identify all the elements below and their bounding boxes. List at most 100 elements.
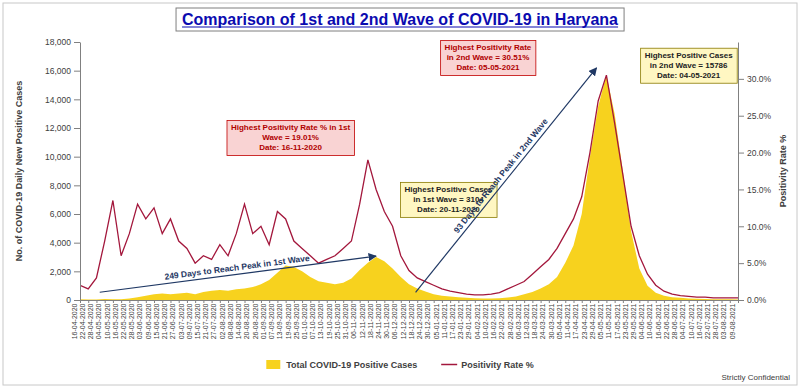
y-tick-label: 4,000 [50,238,72,248]
x-tick-label: 01-10-2020 [301,303,308,339]
y-tick-mark [74,157,80,158]
x-tick-mark [360,300,361,303]
x-tick-label: 19-10-2020 [326,303,333,339]
x-tick-mark [541,300,542,303]
legend-label: Positivity Rate % [461,360,534,370]
annotation-text: Wave = 19.01% [262,133,319,142]
y-tick: 10,000 [45,152,80,162]
x-tick-label: 17-04-2021 [572,303,579,339]
title-box [176,8,624,31]
y2-tick-mark [738,116,744,117]
x-tick-mark [434,300,435,303]
x-tick-label: 16-07-2021 [696,303,703,339]
x-tick-mark [450,300,451,303]
y-tick: 6,000 [50,209,80,219]
annotation-text: 93 Days to Reach Peak in 2nd Wave [451,116,549,235]
x-tick-label: 24-11-2020 [375,303,382,338]
legend-item: Total COVID-19 Positive Cases [266,360,417,370]
y-tick-label: 8,000 [50,181,72,191]
x-tick-mark [549,300,550,303]
x-tick-mark [582,300,583,303]
y-tick-mark [74,42,80,43]
x-tick-mark [532,300,533,303]
x-tick-label: 12-12-2020 [400,303,407,339]
x-tick-mark [557,300,558,303]
x-tick-mark [738,300,739,303]
x-tick-label: 13-09-2020 [276,303,283,339]
y2-tick-label: 0.0% [747,295,767,305]
y2-tick-label: 10.0% [747,222,772,232]
x-tick-label: 09-06-2020 [145,303,152,339]
y-tick-mark [74,99,80,100]
y-axis-line [80,43,81,301]
x-tick-label: 04-02-2021 [474,303,481,339]
legend-swatch [441,364,457,366]
x-tick-label: 29-04-2021 [589,303,596,339]
y2-tick-mark [738,79,744,80]
y-tick-label: 18,000 [45,37,71,47]
x-tick-mark [409,300,410,303]
x-tick-label: 30-11-2020 [383,303,390,338]
x-tick-label: 04-07-2021 [679,303,686,339]
chart-title: Comparison of 1st and 2nd Wave of COVID-… [182,11,618,28]
annotation-text: in 2nd Wave = 30.51% [447,53,530,62]
y-tick-mark [74,185,80,186]
x-tick-label: 17-01-2021 [449,303,456,339]
x-tick-label: 08-08-2020 [227,303,234,339]
x-tick-label: 29-01-2021 [465,303,472,339]
x-tick-mark [705,300,706,303]
annotation-box [227,120,354,155]
x-tick-mark [113,300,114,303]
annotation: Highest Positivity Rate % in 1stWave = 1… [227,120,354,155]
x-tick-label: 13-10-2020 [317,303,324,339]
x-tick-mark [689,300,690,303]
legend-item: Positivity Rate % [441,360,534,370]
x-tick-mark [393,300,394,303]
chart-svg: Comparison of 1st and 2nd Wave of COVID-… [0,0,800,388]
y-tick-label: 12,000 [45,123,71,133]
slide-frame [3,3,797,385]
x-tick-mark [574,300,575,303]
x-tick-label: 10-05-2020 [104,303,111,339]
y2-tick: 25.0% [738,111,772,121]
x-tick-mark [475,300,476,303]
x-tick-mark [96,300,97,303]
y-tick-mark [74,300,80,301]
x-tick-label: 05-01-2021 [433,303,440,339]
x-tick-mark [220,300,221,303]
annotation-box [641,48,738,83]
x-tick-mark [294,300,295,303]
y-axis: 02,0004,0006,0008,00010,00012,00014,0001… [45,37,81,305]
x-tick-mark [615,300,616,303]
x-tick-label: 15-06-2020 [153,303,160,339]
x-tick-label: 20-08-2020 [243,303,250,339]
x-tick-label: 22-02-2021 [498,303,505,339]
marks [80,75,738,300]
footer: Strictly Confidential [722,373,791,382]
y-tick-mark [74,128,80,129]
y-tick: 12,000 [45,123,80,133]
annotation-text: Highest Positivity Rate % in 1st [231,123,350,132]
x-tick-label: 10-02-2021 [482,303,489,339]
annotation: Highest Positivity Ratein 2nd Wave = 30.… [441,40,536,75]
x-tick-label: 12-11-2020 [359,303,366,338]
x-tick-mark [88,300,89,303]
x-tick-label: 04-06-2021 [638,303,645,339]
x-tick-label: 18-11-2020 [367,303,374,338]
x-tick-label: 30-12-2020 [424,303,431,339]
x-tick-label: 19-09-2020 [285,303,292,339]
annotation-text: 249 Days to Reach Peak in 1st Wave [164,253,310,282]
x-tick-mark [277,300,278,303]
y-tick-mark [74,71,80,72]
y2-tick: 0.0% [738,295,767,305]
annotation: 249 Days to Reach Peak in 1st Wave [100,253,376,292]
annotation-box [441,40,536,75]
x-tick-label: 31-10-2020 [342,303,349,339]
legend-swatch [266,360,280,369]
x-tick-label: 09-07-2020 [186,303,193,339]
annotation-arrow [416,68,597,292]
x-tick-label: 23-01-2021 [457,303,464,339]
y2-axis-title: Positivity Rate % [778,135,788,208]
x-tick-label: 18-12-2020 [408,303,415,339]
x-tick-mark [286,300,287,303]
